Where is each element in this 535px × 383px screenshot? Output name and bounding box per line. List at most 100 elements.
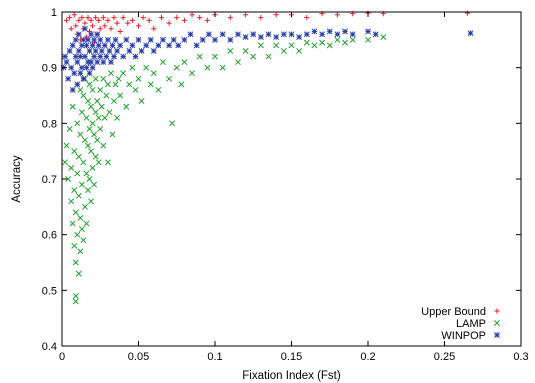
point-winpop	[193, 42, 200, 49]
y-tick-label: 1	[51, 7, 57, 19]
point-lamp	[88, 103, 95, 110]
point-winpop	[234, 31, 241, 38]
point-winpop	[112, 36, 119, 43]
point-winpop	[78, 64, 85, 71]
point-upper-bound	[63, 17, 70, 23]
point-lamp	[72, 209, 79, 216]
point-winpop	[78, 42, 85, 49]
point-lamp	[69, 220, 76, 227]
point-lamp	[97, 125, 104, 132]
point-winpop	[129, 42, 136, 49]
point-lamp	[94, 98, 101, 105]
point-winpop	[135, 36, 142, 43]
point-lamp	[115, 75, 122, 82]
point-lamp	[85, 98, 91, 105]
point-lamp	[74, 231, 81, 238]
point-lamp	[150, 70, 157, 77]
point-winpop	[92, 48, 99, 54]
point-winpop	[120, 53, 127, 60]
point-lamp	[166, 75, 173, 82]
point-winpop	[88, 31, 95, 38]
point-lamp	[71, 148, 78, 155]
point-lamp	[88, 198, 95, 205]
point-winpop	[250, 31, 257, 38]
point-winpop	[86, 48, 93, 54]
point-upper-bound	[120, 14, 126, 21]
point-winpop	[71, 70, 78, 77]
point-lamp	[94, 137, 101, 143]
point-winpop	[66, 48, 73, 54]
point-upper-bound	[258, 14, 264, 21]
point-lamp	[129, 64, 136, 71]
y-tick-label: 0.5	[42, 285, 57, 297]
point-lamp	[132, 86, 139, 93]
point-winpop	[175, 42, 182, 49]
point-upper-bound	[102, 23, 108, 29]
series-lamp	[62, 34, 387, 305]
point-winpop	[467, 30, 474, 37]
point-winpop	[81, 25, 88, 32]
point-lamp	[63, 142, 70, 149]
point-winpop	[212, 36, 218, 43]
point-lamp	[98, 103, 105, 110]
point-lamp	[365, 36, 371, 43]
point-upper-bound	[71, 12, 77, 18]
point-winpop	[126, 48, 133, 54]
point-upper-bound	[189, 12, 195, 18]
point-winpop	[155, 42, 162, 49]
point-winpop	[187, 31, 194, 38]
point-winpop	[75, 31, 82, 38]
x-tick-label: 0.1	[207, 351, 222, 363]
point-upper-bound	[125, 20, 131, 26]
point-lamp	[242, 48, 249, 54]
legend-item-winpop: WINPOP	[441, 330, 500, 342]
y-tick-label: 0.8	[42, 118, 57, 130]
point-lamp	[75, 270, 82, 277]
point-upper-bound	[76, 17, 82, 23]
point-winpop	[106, 48, 113, 54]
point-lamp	[212, 53, 218, 60]
point-lamp	[85, 187, 91, 194]
point-upper-bound	[243, 12, 249, 18]
point-upper-bound	[67, 14, 73, 21]
point-lamp	[71, 242, 78, 249]
point-lamp	[109, 131, 116, 138]
point-winpop	[114, 48, 121, 54]
point-winpop	[91, 36, 98, 43]
point-lamp	[342, 39, 349, 46]
point-winpop	[273, 34, 280, 41]
point-winpop	[85, 59, 91, 66]
point-lamp	[117, 92, 124, 99]
point-winpop	[86, 70, 93, 77]
point-lamp	[69, 103, 76, 110]
point-lamp	[265, 53, 272, 60]
point-upper-bound	[135, 23, 142, 29]
point-winpop	[69, 42, 76, 49]
point-winpop	[101, 42, 108, 49]
point-lamp	[257, 42, 264, 49]
point-lamp	[83, 170, 90, 177]
point-upper-bound	[158, 14, 165, 21]
point-lamp	[178, 81, 185, 88]
point-lamp	[86, 125, 93, 132]
point-upper-bound	[79, 14, 85, 21]
point-lamp	[74, 120, 81, 127]
point-upper-bound	[96, 17, 102, 23]
point-winpop	[77, 53, 84, 60]
point-upper-bound	[93, 14, 99, 21]
plot-area-frame	[61, 11, 522, 347]
point-winpop	[94, 59, 101, 66]
point-winpop	[280, 31, 287, 38]
point-winpop	[123, 36, 130, 43]
point-lamp	[155, 86, 162, 93]
x-tick-label: 0.3	[513, 351, 528, 363]
point-lamp	[97, 86, 104, 93]
point-lamp	[78, 226, 85, 233]
point-winpop	[342, 28, 349, 35]
point-winpop	[147, 36, 154, 43]
point-lamp	[160, 59, 166, 66]
point-winpop	[80, 75, 87, 82]
point-winpop	[85, 36, 91, 43]
point-lamp	[181, 59, 188, 66]
legend-item-upper-bound: Upper Bound	[421, 306, 500, 318]
